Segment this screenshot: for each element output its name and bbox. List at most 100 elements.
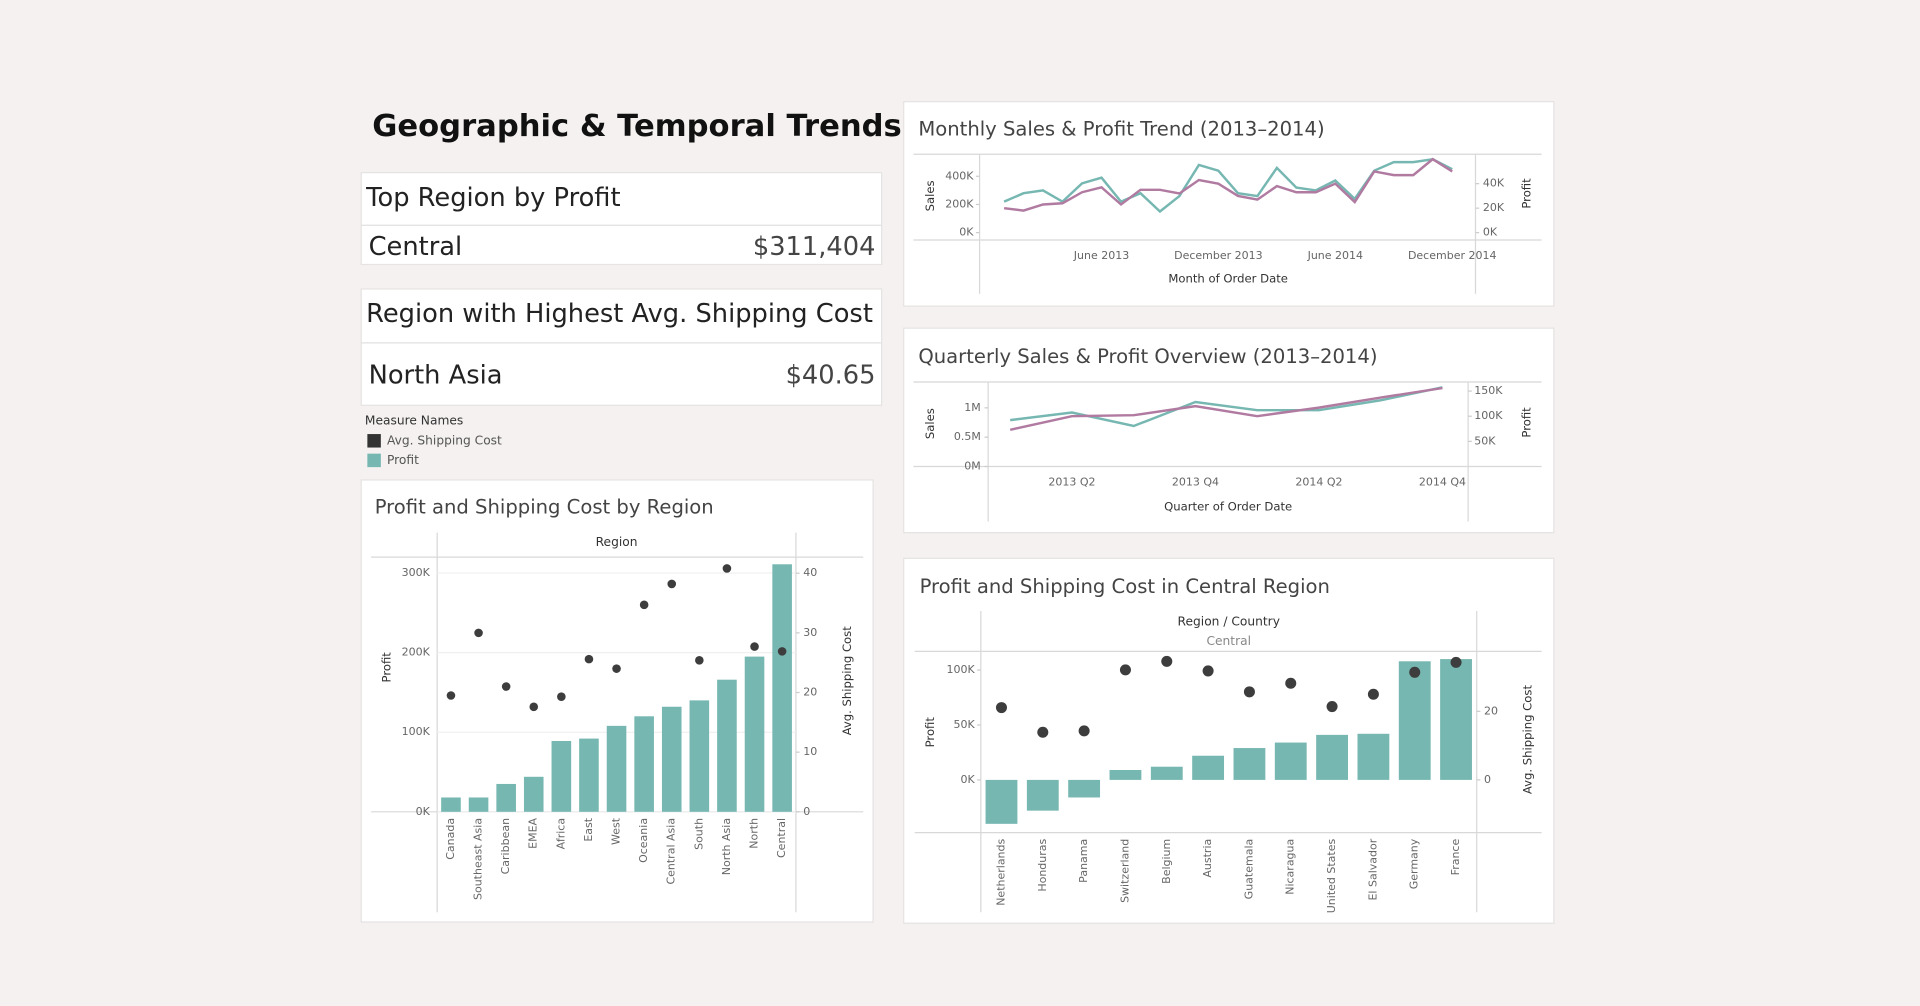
y2-axis-title: Avg. Shipping Cost — [1521, 685, 1535, 795]
bar — [1192, 755, 1225, 780]
dot — [667, 579, 677, 589]
x-tick-label: Honduras — [1036, 838, 1049, 891]
x-tick-label: Switzerland — [1118, 839, 1131, 903]
x-tick-label: 2014 Q4 — [1419, 475, 1466, 488]
y-tick-label: 100K — [402, 725, 431, 738]
dot — [639, 600, 649, 610]
x-tick-label: Netherlands — [994, 838, 1007, 905]
y-tick-label: 0M — [964, 460, 981, 473]
bar — [689, 700, 710, 812]
x-tick-label: December 2013 — [1174, 249, 1263, 262]
bar — [1440, 659, 1472, 780]
bar — [1274, 742, 1307, 780]
y-tick-label: 0K — [960, 773, 975, 786]
dot — [1285, 677, 1297, 689]
x-tick-label: Austria — [1201, 839, 1214, 878]
x-tick-label: Belgium — [1160, 839, 1173, 884]
x-tick-label: Guatemala — [1242, 839, 1255, 900]
bar — [606, 725, 627, 812]
y2-tick-label: 40 — [803, 566, 817, 579]
x-tick-label: France — [1449, 839, 1462, 876]
dot — [584, 654, 594, 664]
bar — [985, 779, 1018, 824]
y-tick-label: 400K — [945, 169, 974, 182]
y2-tick-label: 0 — [1484, 773, 1491, 786]
bar — [1150, 766, 1183, 780]
x-tick-label: North — [748, 818, 761, 849]
y2-tick-label: 0 — [803, 805, 810, 818]
dot — [446, 691, 456, 700]
bar — [441, 797, 461, 812]
legend-title: Measure Names — [365, 414, 463, 428]
y-tick-label: 0.5M — [954, 430, 981, 443]
dot — [1037, 726, 1049, 738]
panel — [903, 101, 1555, 307]
x-tick-label: West — [610, 817, 623, 845]
x-tick-label: Caribbean — [499, 818, 512, 874]
y-tick-label: 200K — [402, 646, 431, 659]
y-axis-title: Sales — [923, 180, 937, 211]
x-tick-label: 2013 Q2 — [1048, 475, 1095, 488]
x-tick-label: 2014 Q2 — [1295, 475, 1342, 488]
bar — [551, 740, 572, 812]
x-tick-label: Africa — [554, 818, 567, 849]
y-tick-label: 0K — [416, 805, 431, 818]
kpi-value: $40.65 — [786, 360, 876, 390]
dot — [695, 656, 704, 665]
y-tick-label: 0K — [959, 226, 974, 239]
kpi-label: North Asia — [369, 360, 503, 390]
dot — [612, 664, 621, 673]
y-axis-title: Sales — [923, 408, 937, 439]
panel — [360, 288, 883, 406]
y2-tick-label: 0K — [1483, 226, 1498, 239]
y2-tick-label: 20K — [1483, 201, 1505, 214]
bar — [523, 776, 544, 812]
x-tick-label: Central — [775, 818, 788, 858]
dot — [1161, 655, 1173, 667]
legend-label: Avg. Shipping Cost — [387, 433, 502, 447]
dot — [750, 642, 759, 651]
bar — [1316, 734, 1348, 780]
panel — [360, 172, 883, 266]
line — [1003, 157, 1453, 212]
y-tick-label: 200K — [945, 197, 974, 210]
y2-tick-label: 40K — [1483, 177, 1505, 190]
chart-header: Region / Country — [1178, 615, 1280, 629]
x-tick-label: Germany — [1408, 838, 1421, 889]
y2-axis-title: Profit — [1519, 407, 1533, 438]
x-axis-title: Month of Order Date — [1168, 272, 1288, 286]
dot — [995, 702, 1007, 714]
legend-label: Profit — [387, 453, 419, 467]
bar — [772, 564, 792, 812]
y-tick-label: 1M — [964, 401, 981, 414]
legend-swatch — [367, 434, 381, 448]
dot — [557, 692, 566, 701]
x-tick-label: December 2014 — [1408, 249, 1497, 262]
dashboard-title: Geographic & Temporal Trends — [372, 109, 902, 144]
x-tick-label: EMEA — [527, 817, 540, 848]
x-tick-label: Panama — [1077, 839, 1090, 883]
y-axis-title: Profit — [379, 652, 393, 683]
kpi-title: Region with Highest Avg. Shipping Cost — [366, 299, 873, 329]
bar — [717, 679, 737, 812]
x-tick-label: East — [582, 817, 595, 841]
dot — [1367, 688, 1379, 700]
y2-tick-label: 30 — [803, 626, 817, 639]
line — [1003, 158, 1453, 214]
bar — [1026, 779, 1059, 811]
x-tick-label: Oceania — [637, 818, 650, 863]
bar — [1357, 733, 1390, 780]
x-tick-label: 2013 Q4 — [1172, 475, 1219, 488]
dot — [1202, 665, 1214, 677]
bar — [634, 716, 654, 812]
x-tick-label: El Salvador — [1366, 838, 1379, 900]
bar — [1109, 770, 1142, 780]
y-tick-label: 300K — [402, 566, 431, 579]
dot — [501, 682, 511, 691]
y2-tick-label: 100K — [1474, 409, 1503, 422]
dot — [1119, 664, 1131, 676]
bar — [468, 797, 489, 812]
legend-swatch — [367, 453, 381, 468]
